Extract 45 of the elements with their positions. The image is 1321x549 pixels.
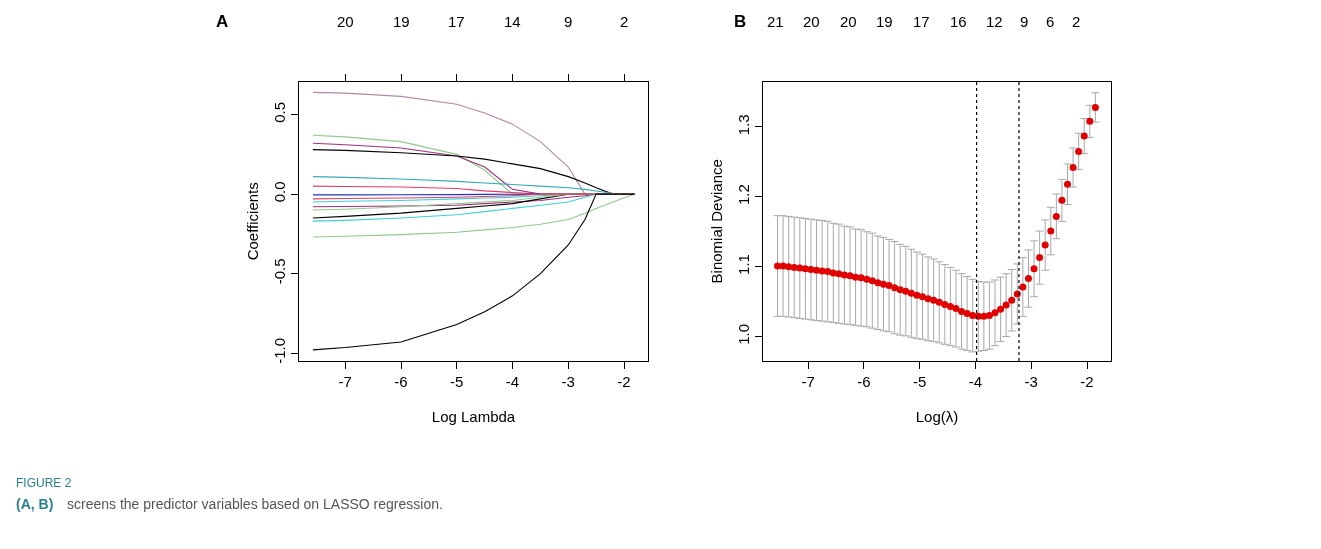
text: 17 <box>913 13 930 30</box>
text: 17 <box>448 13 465 30</box>
text: 21 <box>767 13 784 30</box>
y-axis-title: Binomial Deviance <box>708 159 726 284</box>
x-tick-label: -4 <box>505 373 520 391</box>
text: 9 <box>564 13 573 30</box>
y-tick-label: 1.2 <box>735 184 752 206</box>
x-tick-label: -6 <box>394 373 408 391</box>
x-axis-title: Log(λ) <box>915 408 959 426</box>
x-axis-title: Log Lambda <box>431 408 516 426</box>
x-tick-label: -6 <box>857 373 871 391</box>
x-tick-label: -5 <box>913 373 927 391</box>
x-tick-label: -2 <box>617 373 631 391</box>
y-tick-label: -1.0 <box>271 337 288 364</box>
y-axis-title: Coefficients <box>244 182 262 261</box>
text: 2 <box>1072 13 1081 30</box>
chart-title: A <box>216 12 229 31</box>
chart-title: B <box>734 12 747 31</box>
text: 9 <box>1020 13 1029 30</box>
text: 19 <box>876 13 893 30</box>
y-tick-label: 0.0 <box>271 181 288 203</box>
y-tick-label: 1.0 <box>735 323 752 345</box>
caption: FIGURE 2 <box>16 476 72 490</box>
x-tick-label: -3 <box>1024 373 1038 391</box>
text: 14 <box>504 13 521 30</box>
x-tick-label: -4 <box>968 373 983 391</box>
text: screens the predictor variables based on LASSO regression. <box>67 496 443 512</box>
text: 16 <box>950 13 967 30</box>
text: 6 <box>1046 13 1055 30</box>
text: 2 <box>620 13 629 30</box>
y-tick-label: 1.1 <box>735 254 752 275</box>
x-tick-label: -2 <box>1080 373 1094 391</box>
text: 20 <box>803 13 820 30</box>
text: (A, B) <box>16 496 54 512</box>
y-tick-label: 1.3 <box>735 114 752 136</box>
text: 20 <box>337 13 354 30</box>
x-tick-label: -7 <box>801 373 815 391</box>
text: 19 <box>393 13 410 30</box>
y-tick-label: 0.5 <box>271 101 288 123</box>
x-tick-label: -5 <box>450 373 464 391</box>
text: 20 <box>840 13 857 30</box>
text: 12 <box>986 13 1003 30</box>
y-tick-label: -0.5 <box>271 258 288 285</box>
x-tick-label: -3 <box>561 373 575 391</box>
x-tick-label: -7 <box>338 373 352 391</box>
